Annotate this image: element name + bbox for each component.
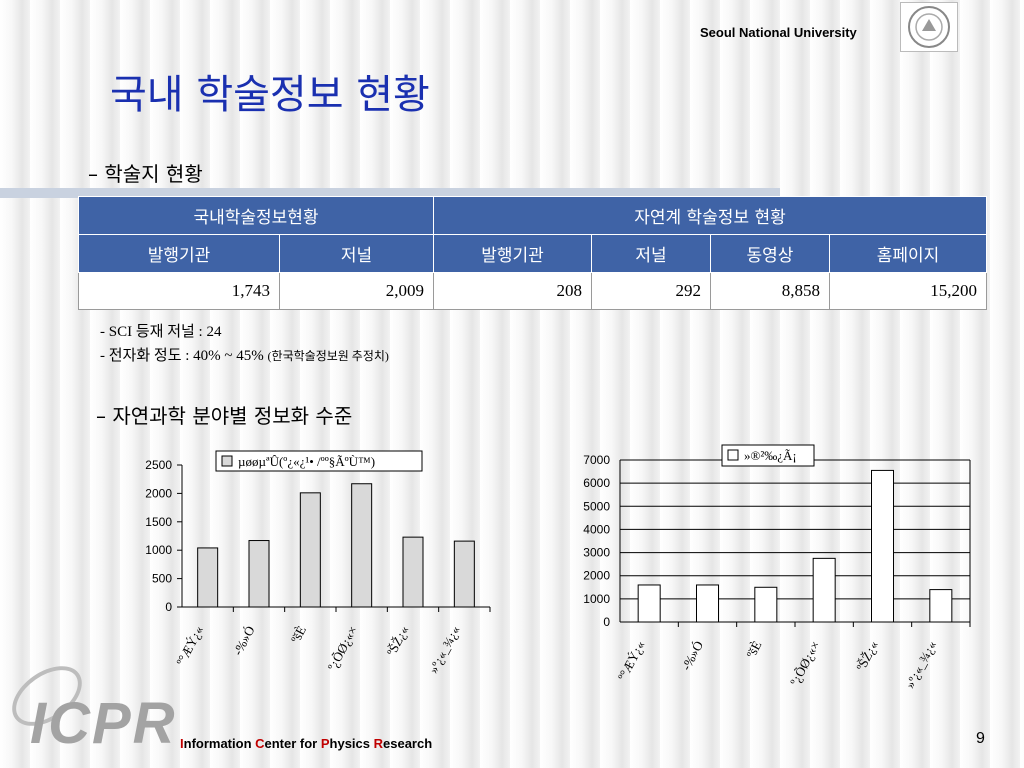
footer-org-letter: C [255,736,265,751]
icpr-logo: ICPR [30,691,177,756]
y-tick-label: 1000 [145,543,172,557]
bar [754,586,778,623]
y-tick-label: 7000 [583,453,610,467]
y-tick-label: 2500 [145,458,172,472]
y-tick-label: 1500 [145,515,172,529]
legend-label: µøøµªÛ(º¿«¿¹• /ºº§ÃºÙ™) [238,454,375,469]
x-tick-label: ºŠŽ¿« [384,623,412,658]
x-tick-label: º¿ÕØ¿«× [787,638,823,688]
table-cell: 208 [433,272,592,310]
bar [351,483,373,608]
x-tick-label: -%»Ó [230,623,258,657]
table-group-header: 국내학술정보현황 [78,196,434,235]
footer-organization: Information Center for Physics Research [180,736,432,751]
footer-org-text: nformation [183,736,256,751]
footer-org-letter: P [320,736,330,751]
bar [248,540,270,608]
chart-legend [721,444,815,467]
bullet-journals: – 학술지 현황 [88,162,203,186]
header-band [0,188,780,198]
table-cell: 292 [591,272,711,310]
table-cell: 1,743 [78,272,280,310]
bar [871,469,894,623]
bar [402,536,424,608]
note-sci-journals: - SCI 등재 저널 : 24 [100,324,222,340]
y-tick-label: 5000 [583,499,610,513]
y-tick-label: 2000 [583,569,610,583]
bar [637,584,661,623]
x-tick-label: º¿ÕØ¿«× [324,623,360,673]
table-cell: 15,200 [829,272,987,310]
journal-status-table: 국내학술정보현황 자연계 학술정보 현황 발행기관 저널 발행기관 저널 동영상… [78,196,987,310]
x-tick-label: º°ÆÝ¿« [173,623,206,668]
table-row: 1,743 2,009 208 292 8,858 15,200 [78,272,987,310]
table-column-header: 저널 [591,234,711,273]
x-tick-label: »º¿«_¾¿« [902,638,939,690]
bar [696,584,719,623]
table-column-header: 홈페이지 [829,234,987,273]
page-number: 9 [976,730,985,747]
x-tick-label: »º¿«_¾¿« [426,623,463,675]
y-tick-label: 0 [165,600,172,614]
bar [929,589,953,623]
y-tick-label: 4000 [583,522,610,536]
page-title: 국내 학술정보 현황 [110,72,430,118]
note-source: (한국학술정보원 추정치) [267,349,389,363]
university-seal-icon [900,2,958,52]
x-tick-label: ºšÈ [743,638,764,660]
bar [197,547,219,608]
table-column-header: 동영상 [710,234,830,273]
footer-org-text: esearch [383,736,433,751]
table-cell: 8,858 [710,272,830,310]
bar [453,540,475,608]
footer-org-text: hysics [329,736,374,751]
note-digitization: - 전자화 정도 : 40% ~ 45% (한국학술정보원 추정치) [100,344,389,365]
y-tick-label: 2000 [145,486,172,500]
legend-swatch [221,455,233,467]
bar [812,557,836,623]
chart-legend [215,450,423,472]
bar [299,492,321,608]
x-tick-label: ºšÈ [288,623,309,645]
x-tick-label: -%»Ó [678,638,706,672]
university-name: Seoul National University [700,25,857,40]
table-cell: 2,009 [279,272,434,310]
y-tick-label: 3000 [583,546,610,560]
footer-org-letter: R [373,736,384,751]
bullet-science-fields: – 자연과학 분야별 정보화 수준 [96,404,353,428]
y-tick-label: 500 [152,572,172,586]
y-tick-label: 0 [603,615,610,629]
note-digitization-text: - 전자화 정도 : 40% ~ 45% [100,348,264,364]
legend-swatch [727,449,739,461]
table-column-header: 발행기관 [433,234,592,273]
y-tick-label: 6000 [583,476,610,490]
legend-label: »®²‰¿Ã¡ [744,448,797,463]
x-tick-label: º°ÆÝ¿« [615,638,648,683]
x-tick-label: ºŠŽ¿« [853,638,881,673]
footer-org-text: enter for [264,736,321,751]
y-tick-label: 1000 [583,592,610,606]
footer-org-letter: I [180,736,184,751]
